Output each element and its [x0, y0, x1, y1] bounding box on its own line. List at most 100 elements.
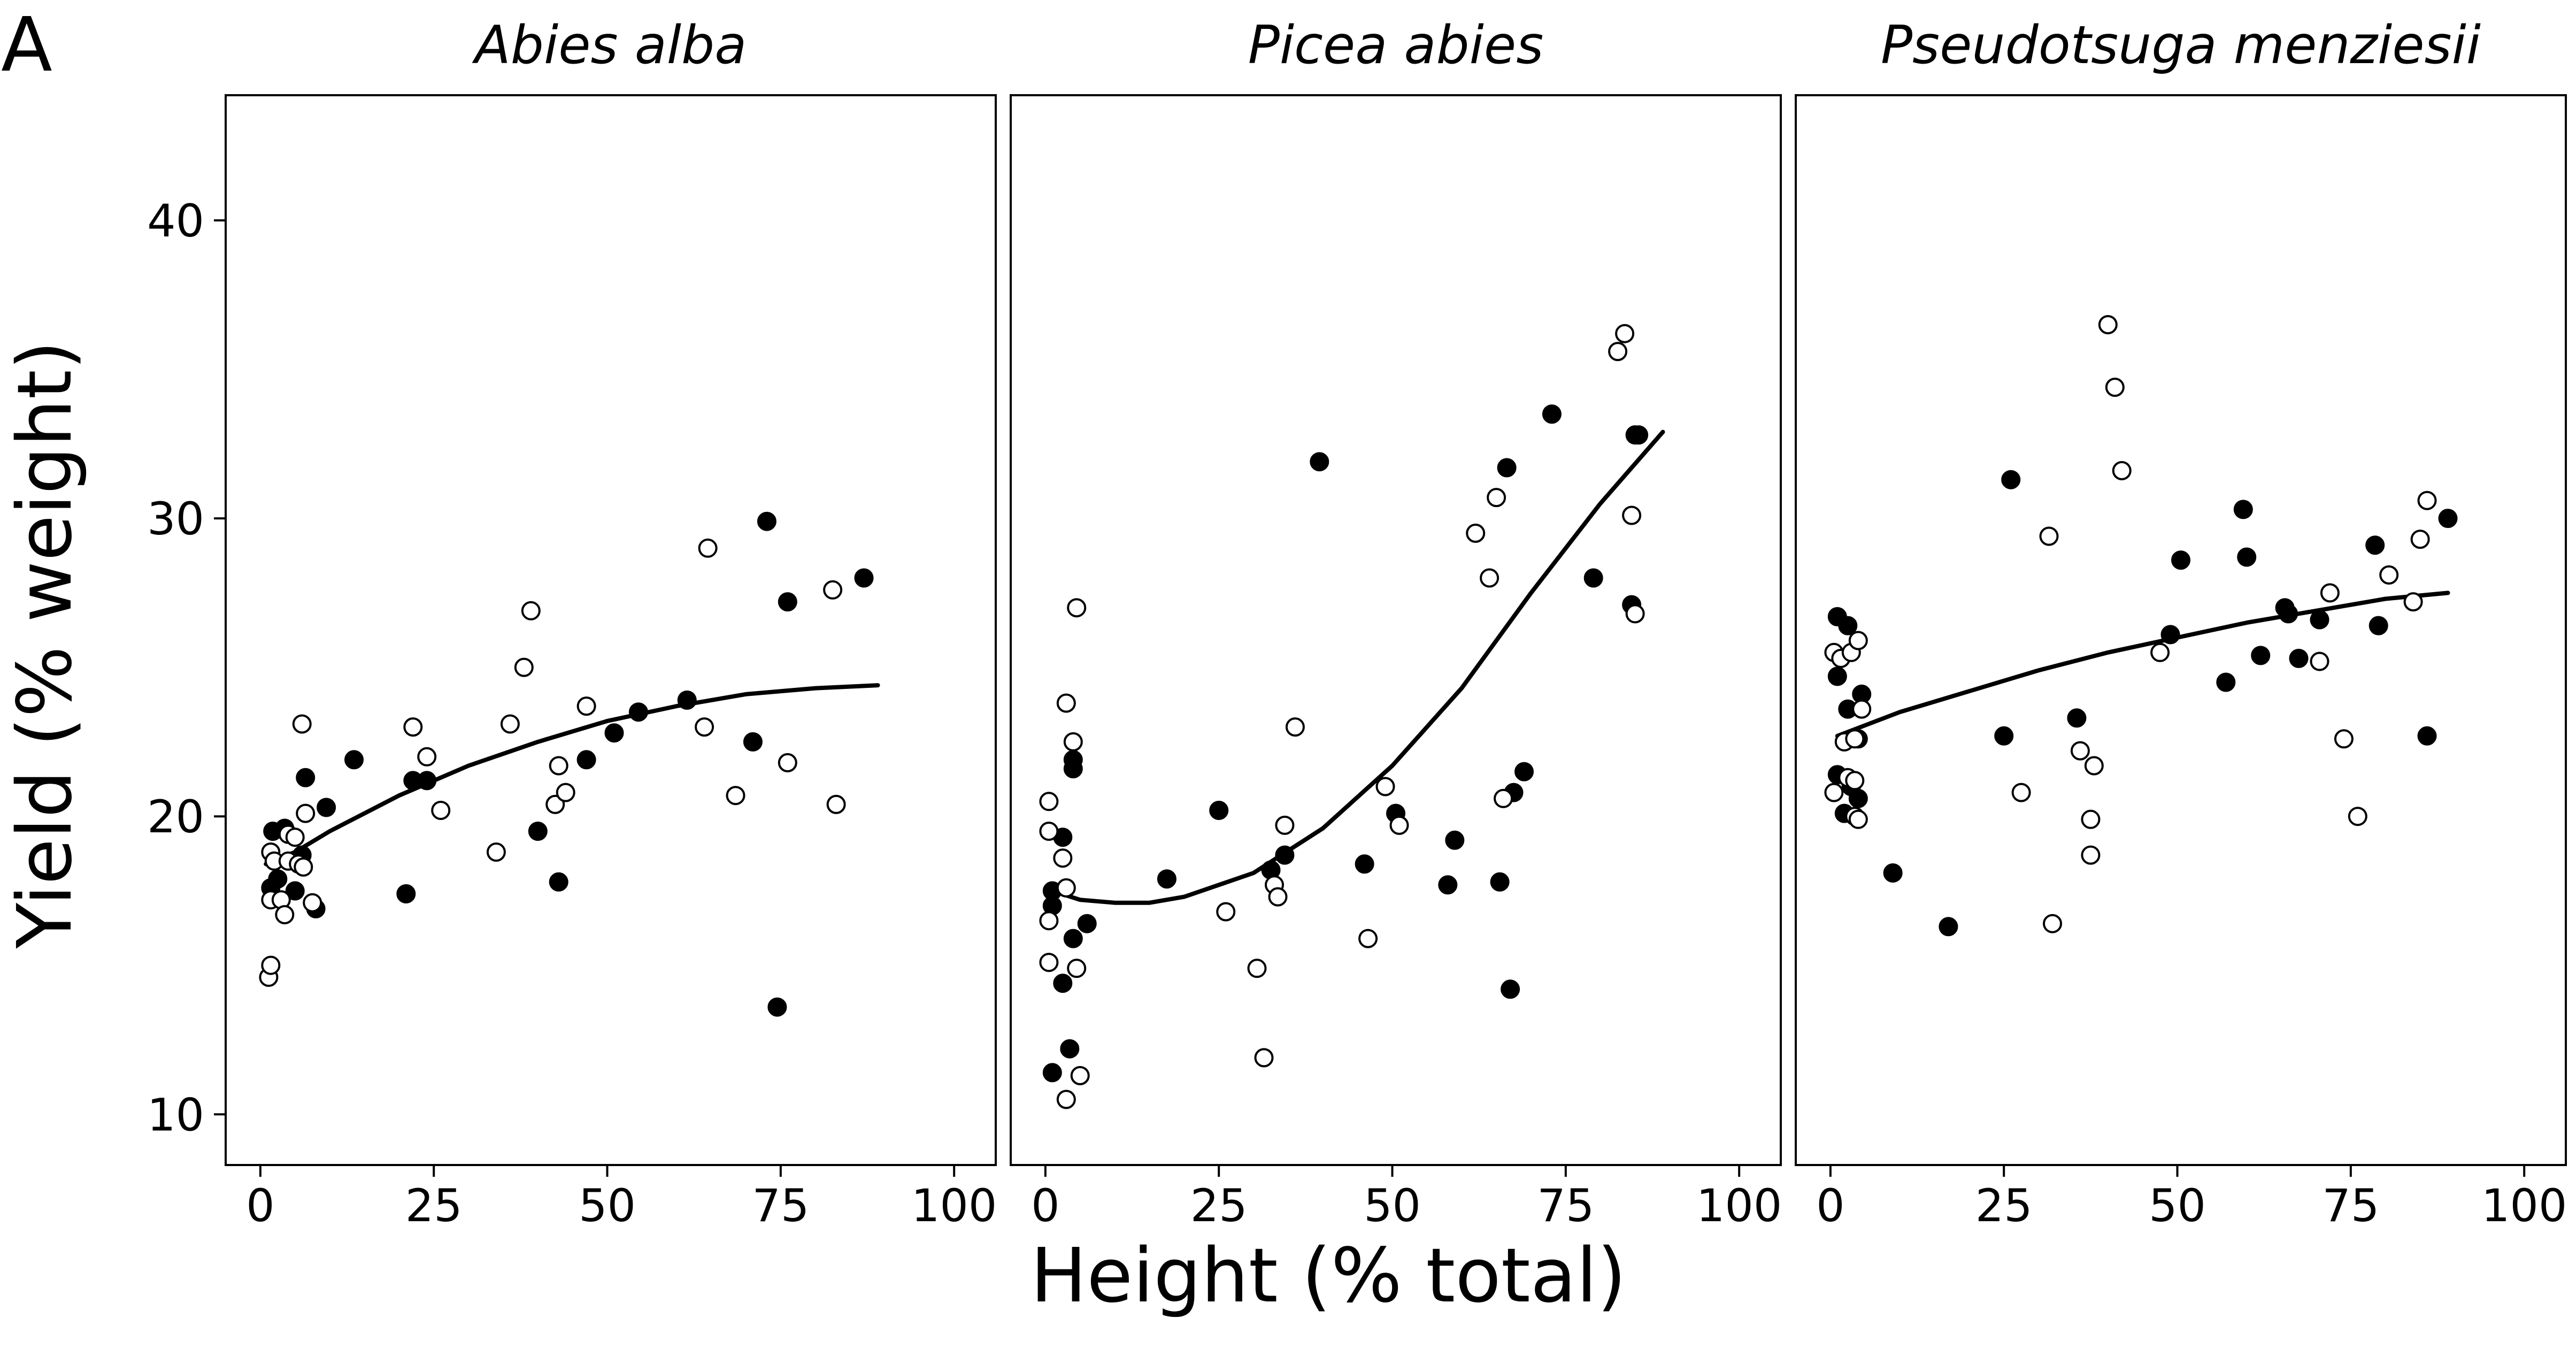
x-tick-label: 50 — [2149, 1179, 2206, 1232]
open-point — [545, 794, 565, 814]
filled-point — [2237, 547, 2257, 567]
open-point — [1845, 729, 1865, 749]
filled-point — [1501, 979, 1520, 999]
x-tick-label: 100 — [2481, 1179, 2567, 1232]
filled-point — [528, 822, 548, 841]
filled-point — [1157, 869, 1176, 889]
filled-point — [604, 723, 624, 743]
filled-point — [677, 690, 697, 710]
open-point — [1056, 1090, 1076, 1109]
filled-point — [1848, 788, 1868, 808]
y-axis-title: Yield (% weight) — [2, 341, 89, 949]
open-point — [2081, 845, 2101, 865]
filled-point — [1629, 425, 1649, 445]
x-axis-title: Height (% total) — [1031, 1232, 1626, 1320]
filled-point — [1939, 917, 1958, 937]
filled-point — [743, 732, 763, 752]
open-point — [2043, 914, 2062, 933]
x-tick-label: 100 — [911, 1179, 997, 1232]
panel-letter: A — [1, 2, 52, 89]
open-point — [1063, 732, 1083, 752]
open-point — [1067, 959, 1087, 978]
open-point — [576, 696, 596, 716]
x-tick-label: 0 — [1816, 1179, 1844, 1232]
filled-point — [296, 768, 316, 787]
open-point — [1268, 887, 1288, 907]
open-point — [1039, 792, 1059, 811]
open-point — [1285, 717, 1305, 737]
open-point — [1039, 911, 1059, 931]
open-point — [417, 747, 437, 767]
open-point — [1848, 809, 1868, 829]
filled-point — [1063, 750, 1083, 770]
filled-point — [757, 511, 776, 531]
x-tick-label: 75 — [1537, 1179, 1594, 1232]
open-point — [2417, 491, 2437, 510]
filled-point — [1883, 863, 1903, 883]
open-point — [2098, 315, 2118, 334]
open-point — [1480, 568, 1500, 588]
filled-point — [2310, 610, 2329, 630]
open-point — [296, 803, 316, 823]
filled-point — [1438, 875, 1458, 895]
filled-point — [2417, 726, 2437, 746]
open-point — [1070, 1066, 1090, 1085]
filled-point — [778, 592, 797, 612]
x-tick-label: 75 — [752, 1179, 809, 1232]
filled-point — [417, 771, 437, 791]
open-point — [2150, 642, 2170, 662]
open-point — [698, 538, 718, 558]
filled-point — [1310, 452, 1329, 472]
filled-point — [396, 884, 416, 903]
filled-point — [1542, 404, 1562, 424]
x-tick-label: 50 — [579, 1179, 636, 1232]
open-point — [778, 753, 797, 772]
open-point — [2039, 526, 2059, 546]
y-tick-label: 10 — [147, 1089, 204, 1141]
filled-point — [344, 750, 364, 770]
open-point — [2320, 583, 2340, 603]
x-tick-label: 0 — [246, 1179, 274, 1232]
filled-point — [854, 568, 874, 588]
open-point — [261, 955, 281, 975]
open-point — [1039, 953, 1059, 972]
open-point — [2084, 756, 2104, 776]
filled-point — [285, 881, 305, 901]
open-point — [2410, 530, 2430, 549]
filled-point — [268, 869, 288, 889]
panel-title: Abies alba — [472, 15, 747, 76]
open-point — [1247, 959, 1267, 978]
open-point — [2379, 565, 2399, 585]
x-tick-label: 25 — [1975, 1179, 2033, 1232]
open-point — [2348, 807, 2367, 826]
open-point — [695, 717, 714, 737]
open-point — [1615, 324, 1635, 343]
open-point — [1852, 699, 1872, 719]
open-point — [500, 714, 520, 734]
open-point — [549, 756, 568, 776]
x-tick-label: 25 — [1190, 1179, 1248, 1232]
filled-point — [1497, 458, 1517, 478]
open-point — [2011, 783, 2031, 802]
filled-point — [2289, 648, 2309, 668]
x-tick-label: 75 — [2322, 1179, 2379, 1232]
filled-point — [2279, 604, 2298, 624]
open-point — [1625, 604, 1645, 624]
open-point — [1848, 631, 1868, 650]
filled-point — [2365, 535, 2385, 555]
filled-point — [2001, 470, 2021, 489]
open-point — [826, 794, 846, 814]
filled-point — [1994, 726, 2014, 746]
filled-point — [1060, 1039, 1080, 1059]
open-point — [303, 893, 322, 913]
open-point — [2112, 461, 2132, 480]
open-point — [294, 857, 313, 877]
filled-point — [1209, 801, 1229, 820]
filled-point — [1838, 616, 1858, 635]
open-point — [1056, 878, 1076, 898]
open-point — [1608, 342, 1628, 362]
filled-point — [2067, 708, 2087, 728]
open-point — [1039, 822, 1059, 841]
plot-frame — [1010, 94, 1782, 1166]
